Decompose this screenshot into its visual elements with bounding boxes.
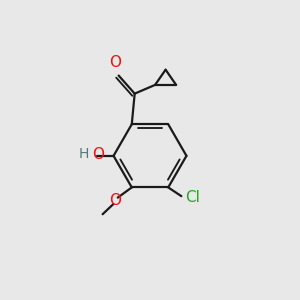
Text: Cl: Cl [185, 190, 200, 205]
Text: H: H [79, 147, 89, 161]
Text: O: O [109, 193, 121, 208]
Text: O: O [109, 55, 121, 70]
Text: O: O [92, 147, 104, 162]
